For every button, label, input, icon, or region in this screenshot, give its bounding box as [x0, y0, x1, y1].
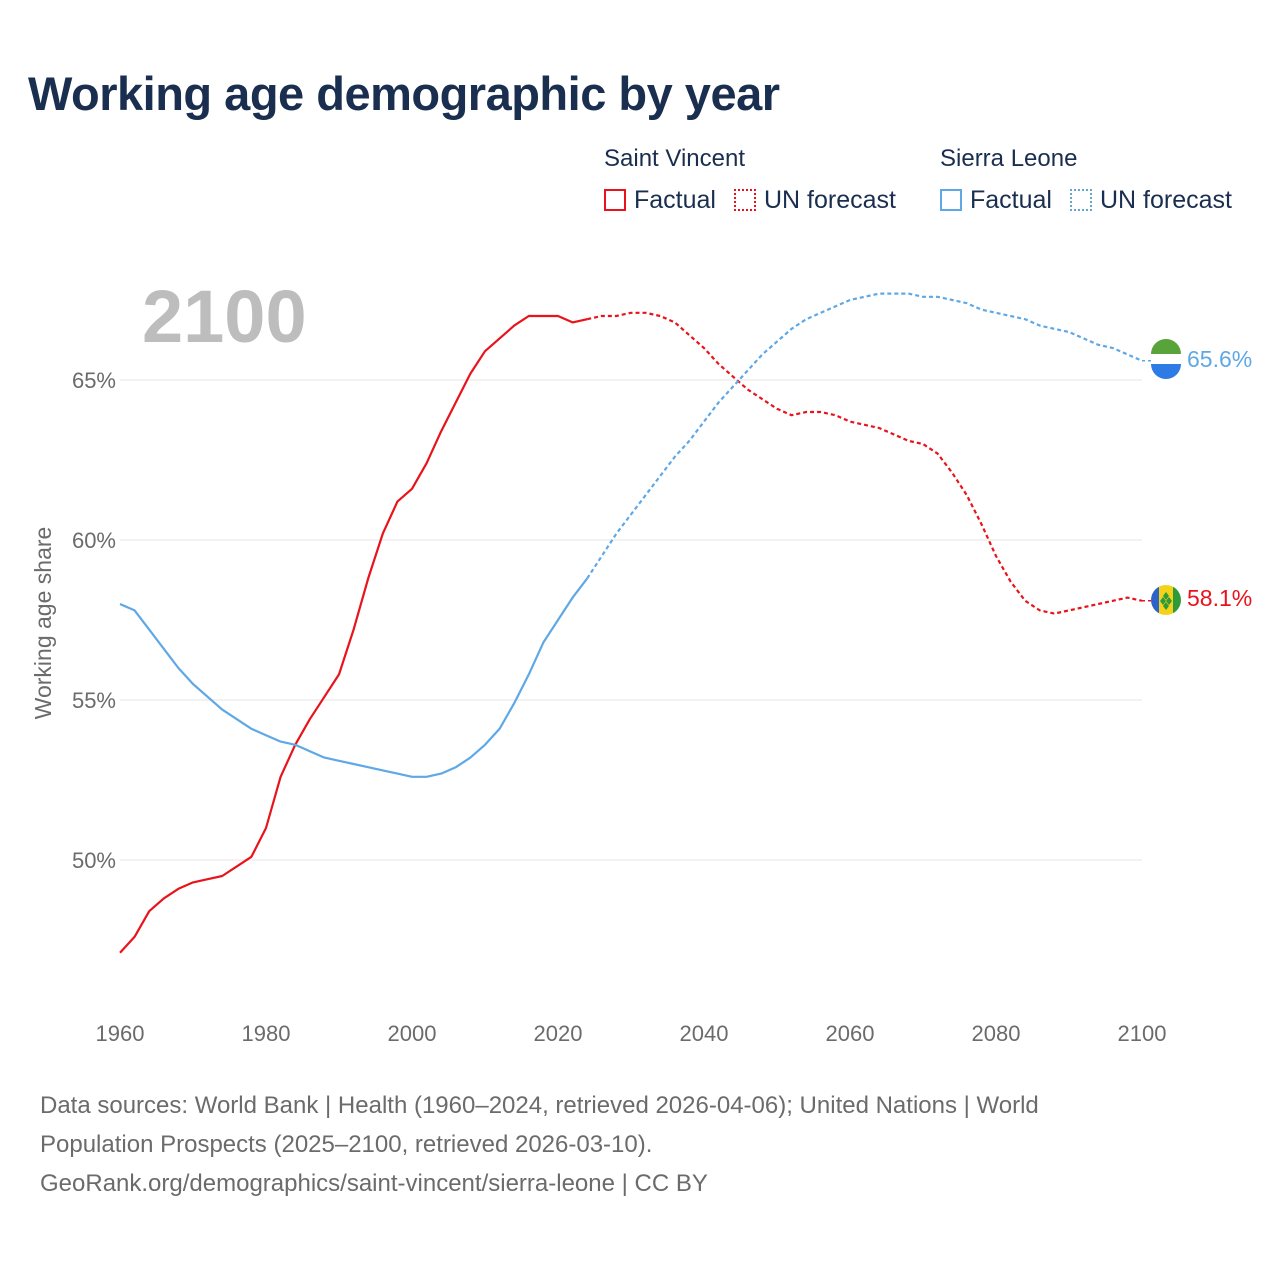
legend-swatch-sierra-leone-forecast	[1069, 189, 1092, 211]
y-tick-label: 55%	[72, 688, 116, 713]
y-tick-label: 65%	[72, 368, 116, 393]
series-line-sierra-leone-forecast[interactable]	[586, 292, 1143, 580]
series-line-saint-vincent-factual[interactable]	[119, 314, 588, 954]
x-tick-label: 2080	[972, 1021, 1021, 1046]
legend-swatch-sierra-leone-factual	[940, 189, 962, 211]
x-tick-label: 1960	[96, 1021, 145, 1046]
x-tick-label: 1980	[242, 1021, 291, 1046]
y-tick-label: 60%	[72, 528, 116, 553]
legend-swatch-saint-vincent-forecast	[733, 189, 756, 211]
legend-title-saint-vincent: Saint Vincent	[604, 145, 745, 172]
saint-vincent-flag-icon	[1151, 585, 1181, 615]
legend-label-sierra-leone-factual: Factual	[970, 186, 1052, 214]
year-watermark: 2100	[142, 275, 307, 358]
line-chart: 50% 55% 60% 65% 1960 1980 2000 2020 2040 2060 2080…	[30, 275, 1252, 1046]
x-tick-label: 2020	[534, 1021, 583, 1046]
legend-item-sierra-leone-factual[interactable]: Factual	[940, 186, 1052, 214]
series-line-sierra-leone-factual[interactable]	[119, 577, 589, 778]
x-tick-label: 2040	[680, 1021, 729, 1046]
end-label-saint-vincent: 58.1%	[1187, 585, 1252, 611]
legend-label-sierra-leone-forecast: UN forecast	[1099, 186, 1232, 214]
footer-line-2: Population Prospects (2025–2100, retriev…	[40, 1131, 653, 1158]
legend-item-sierra-leone-forecast[interactable]: UN forecast	[1069, 186, 1232, 214]
legend-sierra-leone: Sierra Leone Factual UN forecast	[940, 144, 1250, 214]
legend-label-saint-vincent-factual: Factual	[634, 186, 716, 214]
footer-line-3: GeoRank.org/demographics/saint-vincent/s…	[40, 1170, 708, 1197]
x-tick-label: 2060	[826, 1021, 875, 1046]
legend-title-sierra-leone: Sierra Leone	[940, 145, 1078, 172]
sierra-leone-flag-icon	[1151, 339, 1181, 379]
chart-title: Working age demographic by year	[28, 67, 780, 120]
x-tick-label: 2100	[1118, 1021, 1167, 1046]
legend-label-saint-vincent-forecast: UN forecast	[763, 186, 896, 214]
series-line-saint-vincent-forecast[interactable]	[586, 311, 1143, 615]
footer-source: Data sources: World Bank | Health (1960–…	[40, 1086, 1240, 1203]
legend-item-saint-vincent-forecast[interactable]: UN forecast	[733, 186, 896, 214]
legend-swatch-saint-vincent-factual	[604, 189, 626, 211]
y-tick-label: 50%	[72, 848, 116, 873]
legend-item-saint-vincent-factual[interactable]: Factual	[604, 186, 716, 214]
y-axis-label: Working age share	[30, 527, 56, 720]
legend-saint-vincent: Saint Vincent Factual UN forecast	[604, 144, 914, 214]
x-tick-label: 2000	[388, 1021, 437, 1046]
footer-line-1: Data sources: World Bank | Health (1960–…	[40, 1092, 1039, 1119]
end-label-sierra-leone: 65.6%	[1187, 346, 1252, 372]
